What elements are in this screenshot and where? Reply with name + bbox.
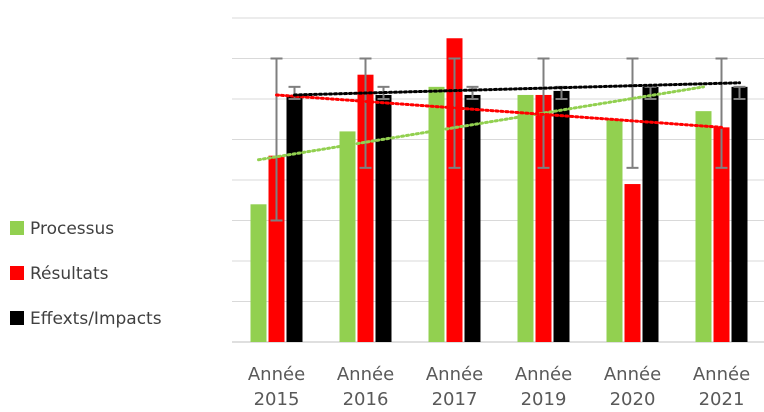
error-bar-r-sultats-2017 [448, 57, 461, 169]
error-bar-r-sultats-2020 [626, 57, 639, 169]
bar-processus-2020 [606, 119, 623, 342]
bar-r-sultats-2019 [535, 94, 552, 342]
legend-item-r-sultats: Résultats [10, 264, 109, 284]
bar-r-sultats-2015 [268, 155, 285, 342]
legend-swatch [10, 266, 24, 280]
x-axis-labels: Année 2015 Année 2016 Année 2017 Année 2019 Anné… [248, 364, 750, 410]
x-tick-label: Année 2016 [337, 364, 394, 410]
legend-item-processus: Processus [10, 219, 114, 239]
legend-swatch [10, 311, 24, 325]
trendline-processus [257, 85, 705, 162]
bars [250, 38, 748, 343]
bar-effexts-impacts-2017 [464, 94, 481, 342]
bar-processus-2019 [517, 94, 534, 342]
trendlines [257, 81, 741, 162]
x-tick-label: Année 2015 [248, 364, 305, 410]
trendline-r-sultats [275, 93, 723, 129]
bar-r-sultats-2021 [713, 127, 730, 342]
bar-effexts-impacts-2019 [553, 90, 570, 343]
bar-r-sultats-2017 [446, 38, 463, 342]
x-tick-label: Année 2021 [693, 364, 750, 410]
legend-label: Résultats [30, 264, 109, 284]
legend-swatch [10, 221, 24, 235]
error-bar-r-sultats-2021 [715, 57, 728, 169]
error-bar-effexts-impacts-2017 [466, 85, 479, 100]
legend-item-effexts-impacts: Effexts/Impacts [10, 309, 162, 329]
trendline-effexts-impacts [293, 81, 741, 97]
legend-label: Effexts/Impacts [30, 309, 162, 329]
bar-effexts-impacts-2015 [286, 94, 303, 342]
bar-effexts-impacts-2021 [731, 86, 748, 342]
x-tick-label: Année 2020 [604, 364, 661, 410]
error-bar-r-sultats-2016 [359, 57, 372, 169]
bar-effexts-impacts-2020 [642, 86, 659, 342]
x-tick-label: Année 2019 [515, 364, 572, 410]
gridlines [232, 17, 764, 343]
error-bar-effexts-impacts-2021 [733, 85, 746, 100]
legend-label: Processus [30, 219, 114, 239]
bar-processus-2021 [695, 111, 712, 343]
bar-processus-2015 [250, 204, 267, 342]
bar-effexts-impacts-2016 [375, 94, 392, 342]
bar-processus-2016 [339, 131, 356, 342]
x-tick-label: Année 2017 [426, 364, 483, 410]
legend: Processus Résultats Effexts/Impacts [10, 219, 162, 329]
bar-processus-2017 [428, 86, 445, 342]
bar-r-sultats-2020 [624, 184, 641, 342]
error-bar-r-sultats-2015 [270, 57, 283, 222]
